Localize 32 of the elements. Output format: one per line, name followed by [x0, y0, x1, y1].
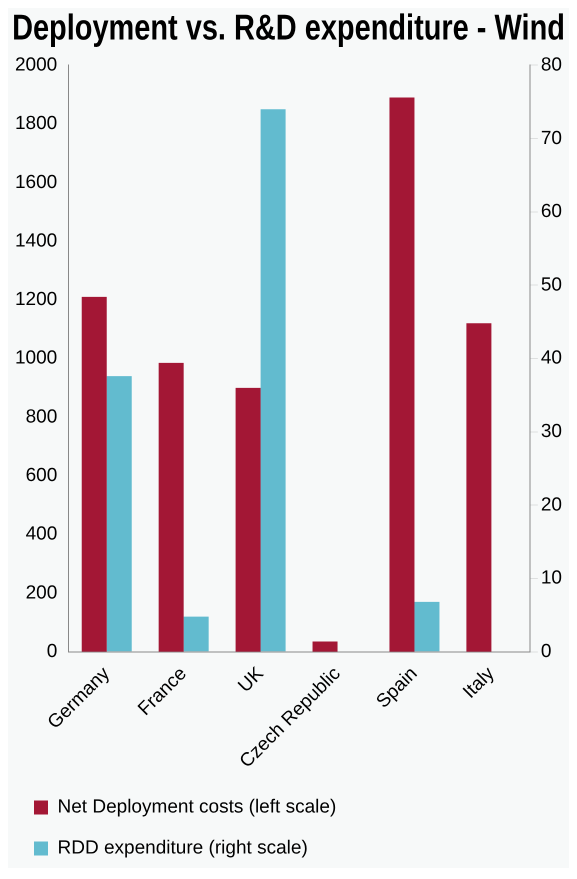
y2-tick-label: 50 — [540, 274, 562, 296]
y2-tick-label: 20 — [540, 494, 562, 516]
y-tick-label: 1800 — [14, 113, 58, 134]
y2-tick-label: 10 — [540, 568, 562, 589]
y2-tick-label: 60 — [540, 201, 562, 222]
y2-tick-label: 70 — [540, 128, 562, 149]
legend-label: RDD expenditure (right scale) — [58, 838, 308, 859]
bar — [260, 109, 286, 652]
x-tick-label: Italy — [459, 662, 499, 703]
y-tick-label: 1000 — [14, 348, 58, 369]
y2-tick-label: 40 — [540, 348, 562, 369]
y-tick-label: 200 — [26, 582, 58, 604]
bar — [184, 616, 209, 652]
y-tick-label: 1400 — [14, 230, 58, 252]
y2-tick-label: 80 — [540, 54, 562, 76]
y-tick-label: 400 — [26, 524, 58, 545]
y-tick-label: 2000 — [14, 54, 58, 76]
x-tick-label: UK — [234, 663, 268, 697]
y-tick-label: 800 — [26, 406, 58, 428]
legend-label: Net Deployment costs (left scale) — [58, 796, 336, 818]
y-tick-label: 0 — [46, 641, 58, 662]
y-tick-label: 600 — [26, 465, 58, 486]
y-tick-label: 1600 — [14, 172, 58, 193]
chart-title: Deployment vs. R&D expenditure - Wind — [12, 6, 565, 48]
bar — [466, 323, 492, 652]
y2-tick-label: 30 — [540, 421, 562, 442]
bar — [312, 642, 338, 652]
bar — [414, 602, 440, 652]
y2-tick-label: 0 — [540, 641, 552, 662]
bar — [389, 97, 414, 652]
y-tick-label: 1200 — [14, 289, 58, 310]
bar — [158, 362, 184, 652]
